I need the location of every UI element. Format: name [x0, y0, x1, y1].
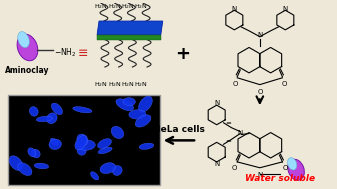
Ellipse shape [29, 107, 38, 116]
Ellipse shape [129, 110, 146, 119]
Ellipse shape [288, 159, 304, 180]
Ellipse shape [47, 113, 57, 124]
Text: O: O [232, 165, 237, 171]
Text: H$_2$N: H$_2$N [108, 2, 122, 11]
Ellipse shape [139, 143, 154, 149]
Ellipse shape [77, 146, 86, 155]
Text: HeLa cells: HeLa cells [153, 125, 205, 134]
Text: H$_2$N: H$_2$N [121, 80, 134, 89]
Ellipse shape [287, 158, 297, 170]
Ellipse shape [18, 163, 32, 176]
Bar [8, 95, 160, 185]
Ellipse shape [139, 96, 152, 112]
Text: H$_2$N: H$_2$N [108, 80, 122, 89]
Ellipse shape [34, 163, 49, 169]
Ellipse shape [49, 139, 61, 149]
Text: H$_2$N: H$_2$N [94, 80, 108, 89]
Ellipse shape [18, 32, 29, 48]
Polygon shape [97, 21, 163, 35]
Ellipse shape [9, 156, 23, 170]
Text: O: O [233, 81, 238, 87]
Text: H$_2$N: H$_2$N [94, 2, 108, 11]
Text: Aminoclay: Aminoclay [5, 66, 50, 75]
Ellipse shape [98, 139, 112, 149]
Text: N: N [238, 129, 243, 136]
Ellipse shape [116, 99, 133, 111]
Ellipse shape [98, 147, 112, 154]
Text: N: N [257, 172, 263, 178]
Ellipse shape [135, 115, 151, 127]
Text: N: N [214, 100, 219, 106]
Ellipse shape [52, 103, 63, 115]
Ellipse shape [73, 107, 92, 113]
Text: O: O [282, 81, 287, 87]
Polygon shape [97, 35, 161, 40]
Text: N: N [283, 6, 288, 12]
Ellipse shape [100, 163, 116, 174]
Ellipse shape [91, 172, 99, 180]
Text: O: O [283, 165, 288, 171]
Ellipse shape [50, 138, 59, 146]
Text: N: N [214, 161, 219, 167]
Text: O: O [257, 88, 263, 94]
Text: $-$NH$_2$: $-$NH$_2$ [54, 46, 76, 59]
Text: =: = [225, 120, 232, 126]
Text: +: + [175, 45, 190, 63]
Ellipse shape [123, 98, 135, 106]
Ellipse shape [111, 126, 124, 139]
Ellipse shape [36, 116, 53, 122]
Ellipse shape [28, 148, 36, 157]
Ellipse shape [17, 34, 38, 61]
Ellipse shape [75, 136, 87, 150]
Ellipse shape [76, 140, 95, 150]
Text: =: = [225, 138, 232, 144]
Ellipse shape [112, 166, 122, 175]
Text: $\equiv$: $\equiv$ [74, 46, 88, 59]
Text: Water soluble: Water soluble [245, 174, 315, 183]
Text: H$_2$N: H$_2$N [134, 2, 148, 11]
Ellipse shape [32, 149, 40, 158]
Ellipse shape [77, 134, 88, 146]
Text: N: N [232, 6, 237, 12]
Text: H$_2$N: H$_2$N [121, 2, 134, 11]
Text: H$_2$N: H$_2$N [134, 80, 148, 89]
Text: N: N [257, 32, 263, 38]
